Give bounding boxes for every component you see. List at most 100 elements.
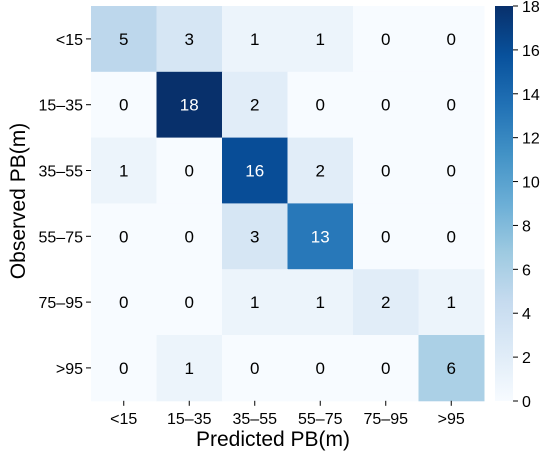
heatmap-cell [353, 137, 419, 204]
cell-value-label: 0 [119, 227, 128, 246]
cell-value-label: 0 [185, 227, 194, 246]
cell-value-label: 1 [119, 162, 128, 181]
cell-value-label: 0 [447, 162, 456, 181]
heatmap-cell [222, 269, 288, 336]
heatmap-cell [222, 6, 288, 73]
heatmap-cell [91, 269, 157, 336]
cell-value-label: 0 [381, 96, 390, 115]
y-tick-label: <15 [56, 32, 83, 49]
heatmap-cell [222, 137, 288, 204]
heatmap-cell [287, 335, 354, 402]
heatmap-cell [287, 71, 354, 139]
heatmap-cell [353, 6, 419, 73]
cell-value-label: 0 [447, 227, 456, 246]
colorbar-tick-label: 4 [522, 306, 531, 323]
x-tick-label: 35–55 [233, 411, 278, 428]
heatmap-cell [353, 269, 419, 336]
colorbar-tick-label: 0 [522, 394, 531, 411]
y-tick-label: >95 [56, 361, 83, 378]
cell-value-label: 18 [180, 96, 199, 115]
heatmap-cell-values: 5 3 1 1 0 0 0 18 2 0 0 0 1 0 16 2 0 0 0 0 3 13 0 0 0 0 1 1 2 1 0 1 0 0 0 6 [119, 30, 456, 378]
cell-value-label: 0 [185, 162, 194, 181]
cell-value-label: 0 [447, 30, 456, 49]
heatmap-cell [287, 137, 354, 204]
heatmap-cell [353, 71, 419, 139]
heatmap-cell [156, 269, 223, 336]
heatmap-cell [353, 203, 419, 270]
x-tick-label: >95 [438, 411, 465, 428]
heatmap-cell [353, 335, 419, 402]
cell-value-label: 1 [250, 30, 259, 49]
cell-value-label: 1 [250, 293, 259, 312]
heatmap-cell [91, 71, 157, 139]
colorbar-tick-label: 14 [522, 87, 540, 104]
y-tick-label: 55–75 [39, 229, 84, 246]
cell-value-label: 0 [316, 96, 325, 115]
heatmap-cell [222, 335, 288, 402]
heatmap-cell [287, 6, 354, 73]
cell-value-label: 0 [316, 359, 325, 378]
colorbar-gradient [495, 6, 513, 401]
heatmap-cell [222, 71, 288, 139]
y-tick-label: 15–35 [39, 98, 84, 115]
colorbar-tick-label: 10 [522, 175, 540, 192]
heatmap-cell [418, 203, 485, 270]
cell-value-label: 0 [381, 30, 390, 49]
heatmap-cell [156, 71, 223, 139]
x-tick-label: 75–95 [364, 411, 409, 428]
y-tick-label: 75–95 [39, 295, 84, 312]
cell-value-label: 13 [311, 227, 330, 246]
heatmap-cell [91, 203, 157, 270]
heatmap-cell [287, 203, 354, 270]
cell-value-label: 0 [185, 293, 194, 312]
cell-value-label: 0 [119, 96, 128, 115]
colorbar-tick-label: 18 [522, 0, 540, 16]
cell-value-label: 0 [250, 359, 259, 378]
heatmap-cell [91, 137, 157, 204]
cell-value-label: 1 [316, 30, 325, 49]
heatmap-cell [91, 335, 157, 402]
cell-value-label: 1 [447, 293, 456, 312]
cell-value-label: 5 [119, 30, 128, 49]
heatmap-cell [418, 71, 485, 139]
x-tick-label: 15–35 [167, 411, 212, 428]
colorbar-tick-label: 8 [522, 218, 531, 235]
y-tick-label: 35–55 [39, 164, 84, 181]
heatmap-cell [222, 203, 288, 270]
cell-value-label: 1 [316, 293, 325, 312]
x-tick-label: <15 [110, 411, 137, 428]
heatmap-cell [156, 203, 223, 270]
colorbar-tick-label: 6 [522, 262, 531, 279]
cell-value-label: 0 [447, 96, 456, 115]
colorbar-tick-label: 2 [522, 350, 531, 367]
cell-value-label: 0 [381, 227, 390, 246]
cell-value-label: 0 [381, 162, 390, 181]
heatmap-cells [91, 6, 485, 402]
heatmap-cell [418, 137, 485, 204]
cell-value-label: 16 [245, 162, 264, 181]
heatmap-cell [287, 269, 354, 336]
heatmap-cell [156, 137, 223, 204]
colorbar-tick-label: 16 [522, 43, 540, 60]
y-axis-ticks: <15 15–35 35–55 55–75 75–95 >95 [39, 32, 91, 378]
cell-value-label: 0 [119, 293, 128, 312]
x-tick-label: 55–75 [298, 411, 343, 428]
colorbar-tick-label: 12 [522, 131, 540, 148]
heatmap-cell [156, 335, 223, 402]
cell-value-label: 3 [250, 227, 259, 246]
x-axis-ticks: <15 15–35 35–55 55–75 75–95 >95 [110, 400, 465, 428]
cell-value-label: 2 [250, 96, 259, 115]
heatmap-cell [418, 335, 485, 402]
cell-value-label: 2 [381, 293, 390, 312]
heatmap-cell [91, 6, 157, 73]
cell-value-label: 0 [119, 359, 128, 378]
heatmap-cell [418, 6, 485, 73]
heatmap-cell [156, 6, 223, 73]
cell-value-label: 6 [447, 359, 456, 378]
heatmap-cell [418, 269, 485, 336]
cell-value-label: 2 [316, 162, 325, 181]
x-axis-label: Predicted PB(m) [196, 428, 350, 451]
cell-value-label: 1 [185, 359, 194, 378]
